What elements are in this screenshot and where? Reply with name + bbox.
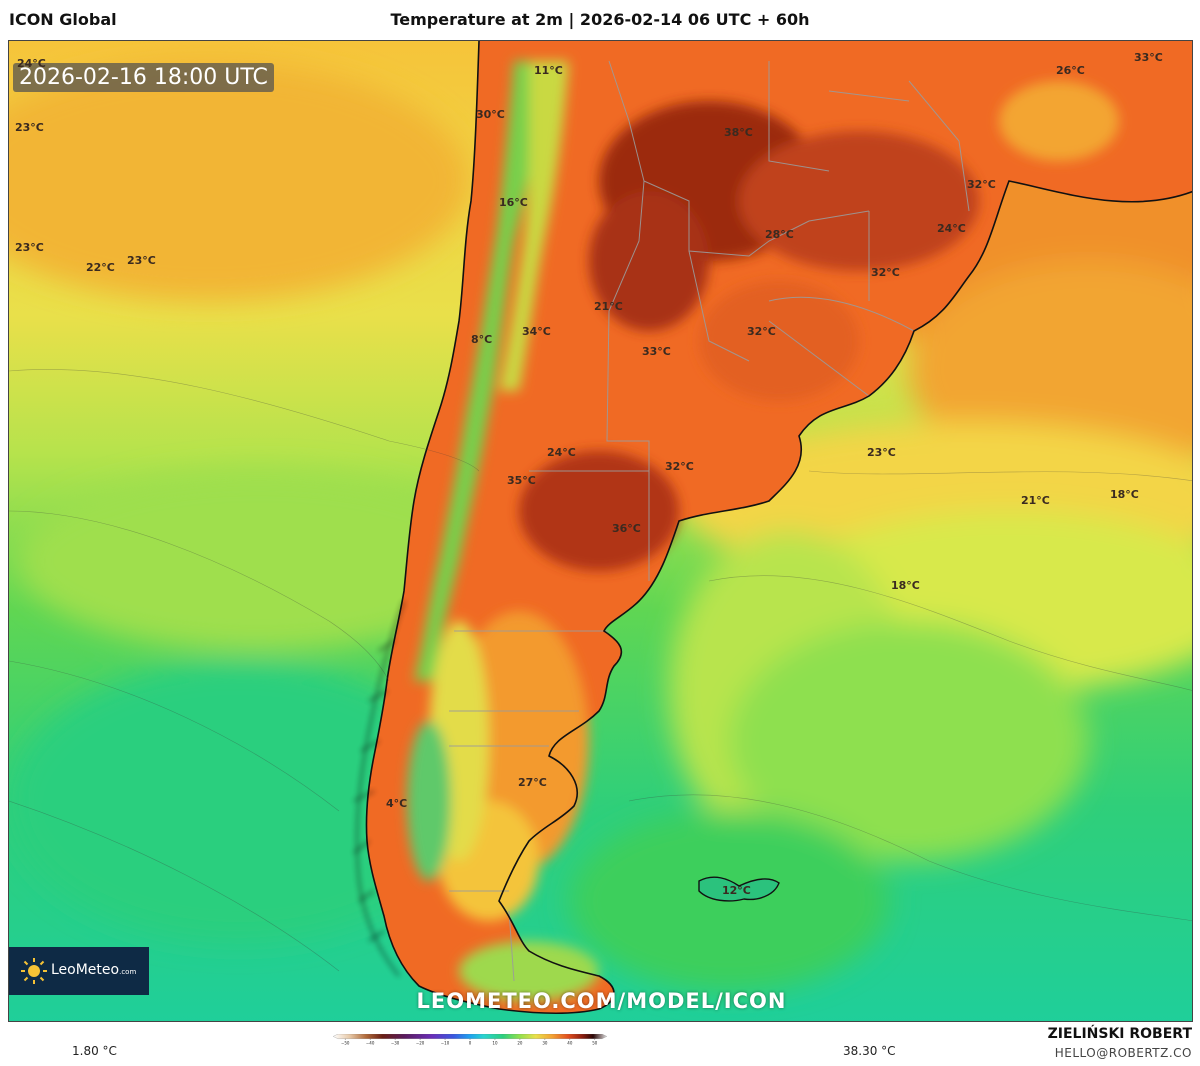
temperature-label: 35°C bbox=[507, 474, 536, 487]
temperature-label: 22°C bbox=[86, 261, 115, 274]
temperature-field bbox=[9, 41, 1192, 991]
temperature-label: 26°C bbox=[1056, 64, 1085, 77]
temperature-label: 11°C bbox=[534, 64, 563, 77]
temperature-label: 24°C bbox=[17, 57, 46, 70]
temperature-label: 23°C bbox=[867, 446, 896, 459]
south-america-land bbox=[366, 41, 1192, 1014]
temperature-map[interactable]: 2026-02-16 18:00 UTC 24°C 11°C 26°C 33°C 30°… bbox=[8, 40, 1193, 1022]
temperature-label: 33°C bbox=[1134, 51, 1163, 64]
sun-icon bbox=[21, 958, 47, 984]
logo-name: LeoMeteo bbox=[51, 962, 120, 978]
colorbar-tick-label: 30 bbox=[542, 1040, 548, 1045]
colorbar-tick-label: −40 bbox=[366, 1040, 375, 1045]
isotherms bbox=[9, 369, 1192, 972]
colorbar-max-label: 38.30 °C bbox=[843, 1044, 896, 1058]
colorbar-tick-label: −30 bbox=[391, 1040, 400, 1045]
colorbar-tick-label: −50 bbox=[341, 1040, 350, 1045]
logo-text: LeoMeteo.com bbox=[51, 962, 136, 978]
colorbar-tick-label: −20 bbox=[416, 1040, 425, 1045]
temperature-label: 34°C bbox=[522, 325, 551, 338]
temperature-label: 27°C bbox=[518, 776, 547, 789]
temperature-label: 12°C bbox=[722, 884, 751, 897]
border-lines bbox=[449, 60, 970, 982]
colorbar-ticks: −50 −40 −30 −20 −10 0 10 20 30 40 50 bbox=[341, 1038, 598, 1045]
temperature-label: 24°C bbox=[937, 222, 966, 235]
logo-suffix: .com bbox=[119, 968, 137, 976]
temperature-label: 21°C bbox=[1021, 494, 1050, 507]
temperature-label: 32°C bbox=[665, 460, 694, 473]
colorbar: −50 −40 −30 −20 −10 0 10 20 30 40 50 bbox=[332, 1034, 608, 1045]
leometeo-logo[interactable]: LeoMeteo.com bbox=[9, 947, 149, 995]
temperature-label: 23°C bbox=[15, 121, 44, 134]
temperature-label: 16°C bbox=[499, 196, 528, 209]
valid-time-badge: 2026-02-16 18:00 UTC bbox=[13, 63, 274, 92]
temperature-label: 4°C bbox=[386, 797, 408, 810]
falkland-islands bbox=[698, 876, 780, 902]
temperature-label: 38°C bbox=[724, 126, 753, 139]
temperature-label: 36°C bbox=[612, 522, 641, 535]
author-email[interactable]: HELLO@ROBERTZ.CO bbox=[1054, 1046, 1192, 1060]
colorbar-tick-label: 40 bbox=[567, 1040, 573, 1045]
temperature-label: 23°C bbox=[127, 254, 156, 267]
header: ICON Global Temperature at 2m | 2026-02-… bbox=[0, 0, 1200, 40]
colorbar-tick-label: 10 bbox=[492, 1040, 498, 1045]
colorbar-tick-label: 50 bbox=[592, 1040, 598, 1045]
map-title: Temperature at 2m | 2026-02-14 06 UTC + … bbox=[390, 10, 810, 29]
author-name: ZIELIŃSKI ROBERT bbox=[1047, 1026, 1192, 1042]
temperature-label: 33°C bbox=[642, 345, 671, 358]
temperature-label: 18°C bbox=[891, 579, 920, 592]
temperature-label: 32°C bbox=[871, 266, 900, 279]
colorbar-tick-label: −10 bbox=[441, 1040, 450, 1045]
footer: 1.80 °C −50 bbox=[0, 1022, 1200, 1066]
coastline bbox=[365, 41, 1192, 1014]
temperature-label: 23°C bbox=[15, 241, 44, 254]
temperature-label: 30°C bbox=[476, 108, 505, 121]
temperature-label: 28°C bbox=[765, 228, 794, 241]
fjord-coast bbox=[353, 600, 405, 977]
colorbar-min-label: 1.80 °C bbox=[72, 1044, 117, 1058]
temperature-label: 21°C bbox=[594, 300, 623, 313]
model-url-watermark: LEOMETEO.COM/MODEL/ICON bbox=[416, 989, 787, 1013]
temperature-label: 8°C bbox=[471, 333, 493, 346]
temperature-label: 32°C bbox=[747, 325, 776, 338]
colorbar-tick-label: 0 bbox=[469, 1040, 472, 1045]
temperature-label: 24°C bbox=[547, 446, 576, 459]
temperature-label: 32°C bbox=[967, 178, 996, 191]
model-name: ICON Global bbox=[9, 10, 117, 29]
colorbar-tick-label: 20 bbox=[517, 1040, 523, 1045]
temperature-label: 18°C bbox=[1110, 488, 1139, 501]
colorbar-gradient bbox=[332, 1034, 608, 1039]
map-canvas bbox=[9, 41, 1192, 1021]
land-temperature-field bbox=[407, 61, 1119, 1001]
